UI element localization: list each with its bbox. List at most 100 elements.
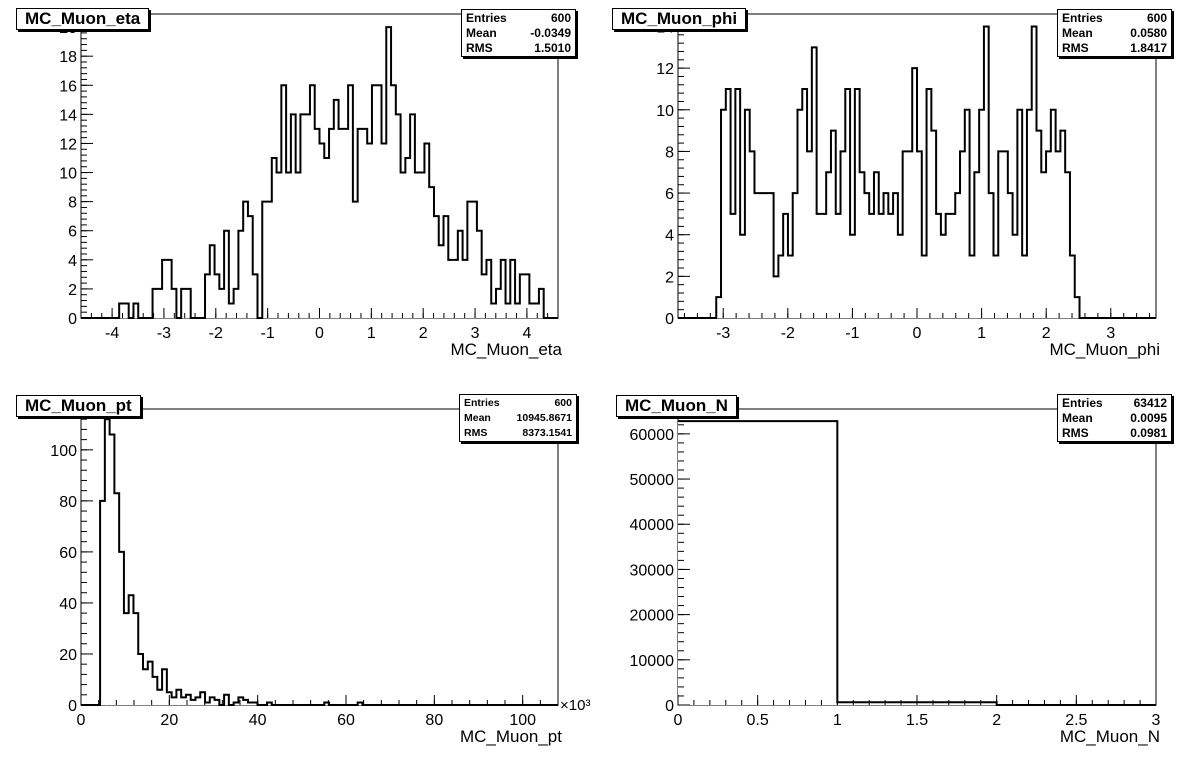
stats-entries-label: Entries [1062,396,1103,410]
histogram-bin [276,172,282,318]
histogram-bin [367,143,372,318]
histogram-bin [162,259,167,318]
stats-rms-value: 1.8417 [1130,41,1167,55]
histogram-bin [764,193,769,318]
histogram-bin [491,303,496,318]
histogram-bin [888,213,894,318]
x-tick-label: 4 [522,325,531,342]
histogram-bin [147,661,153,705]
histogram-bin [845,88,851,319]
histogram-bin [759,193,765,318]
x-axis: 0 20 40 60 80 100 [77,695,559,729]
histogram-bin [778,255,784,318]
histogram-bin [721,109,726,318]
histogram-bin [864,193,870,318]
x-tick-label: 20 [160,712,178,729]
x-axis-title: MC_Muon_N [1060,727,1160,746]
y-tick-label: 12 [59,136,77,153]
y-tick-label: 0 [665,311,674,328]
histogram-bin [295,172,301,318]
histogram-bin [333,99,339,319]
histogram-phi-plot: -3-2-1012302468101214MC_Muon_phi [656,13,1160,359]
histogram-bin [185,288,191,318]
histogram-bars [119,27,544,319]
histogram-bin [252,274,258,318]
histogram-bin [381,143,387,318]
histogram-bin [735,88,741,319]
stats-mean-label: Mean [1062,411,1093,425]
x-tick-label: 0 [674,712,683,729]
y-tick-label: 0 [68,311,77,328]
histogram-bin [835,213,841,318]
histogram-bin [386,27,392,318]
histogram-bin [453,259,458,318]
histogram-panel-phi: -3-2-1012302468101214MC_Muon_phi MC_Muon… [598,0,1196,386]
histogram-bin [462,259,468,318]
histogram-bin [754,193,760,318]
x-tick-label: 3 [1152,712,1161,729]
histogram-bin [143,669,148,705]
histogram-bin [243,201,248,318]
histogram-bin [534,303,539,318]
histogram-bin [1012,234,1018,318]
histogram-bin [1017,109,1023,318]
stats-rms-label: RMS [464,427,488,439]
histogram-bin [940,234,946,318]
histogram-bin [768,193,774,318]
x-tick-label: 1.5 [906,712,928,729]
histogram-bin [228,303,234,318]
histogram-bin [400,172,406,318]
y-tick-label: 40 [59,596,77,613]
histogram-bin [1007,193,1013,318]
stats-rms-label: RMS [1062,41,1089,55]
histogram-bin [123,303,129,318]
histogram-bin [850,234,855,318]
x-tick-label: 80 [425,712,443,729]
y-tick-label: 100 [50,443,77,460]
stats-mean-value: 10945.8671 [516,412,572,424]
histogram-title: MC_Muon_phi [612,8,747,30]
histogram-bin [912,68,917,318]
y-tick-label: 6 [68,224,77,241]
histogram-bin [262,201,268,318]
histogram-bin [538,288,544,318]
histogram-bin [109,434,115,705]
histogram-bin [395,114,401,318]
histogram-bin [1060,130,1066,318]
histogram-outline [678,25,1156,319]
histogram-bin [243,699,248,705]
y-tick-label: 30000 [630,562,675,579]
x-axis: -3 -2 -1 0 1 2 3 [683,308,1151,342]
histogram-bin [926,88,932,319]
x-tick-label: 100 [509,712,536,729]
histogram-bin [247,216,253,318]
histogram-bin [936,213,941,318]
histogram-bin [1065,172,1070,318]
x-tick-label: 1 [833,712,842,729]
histogram-bin [854,88,860,319]
x-tick-label: 0.5 [747,712,769,729]
histogram-bin [181,697,186,705]
histogram-bin [792,193,798,318]
histogram-bars [100,419,363,705]
histogram-bin [807,151,812,318]
histogram-bin [309,85,315,318]
histogram-bin [267,702,272,705]
histogram-bin [410,114,415,318]
histogram-bin [744,109,750,318]
histogram-bin [424,143,430,318]
y-tick-label: 10 [59,166,77,183]
histogram-bin [481,274,487,318]
histogram-bin [195,697,201,705]
y-tick-label: 60000 [630,427,675,444]
histogram-bin [133,303,139,318]
y-tick-label: 14 [59,107,77,124]
histogram-bin [252,702,258,705]
histogram-bin [1041,172,1047,318]
histogram-bin [1031,26,1037,318]
x-tick-label: 2 [419,325,428,342]
histogram-bin [983,26,989,318]
histogram-bin [405,158,411,318]
histogram-bin [955,193,961,318]
y-tick-label: 10 [656,103,674,120]
